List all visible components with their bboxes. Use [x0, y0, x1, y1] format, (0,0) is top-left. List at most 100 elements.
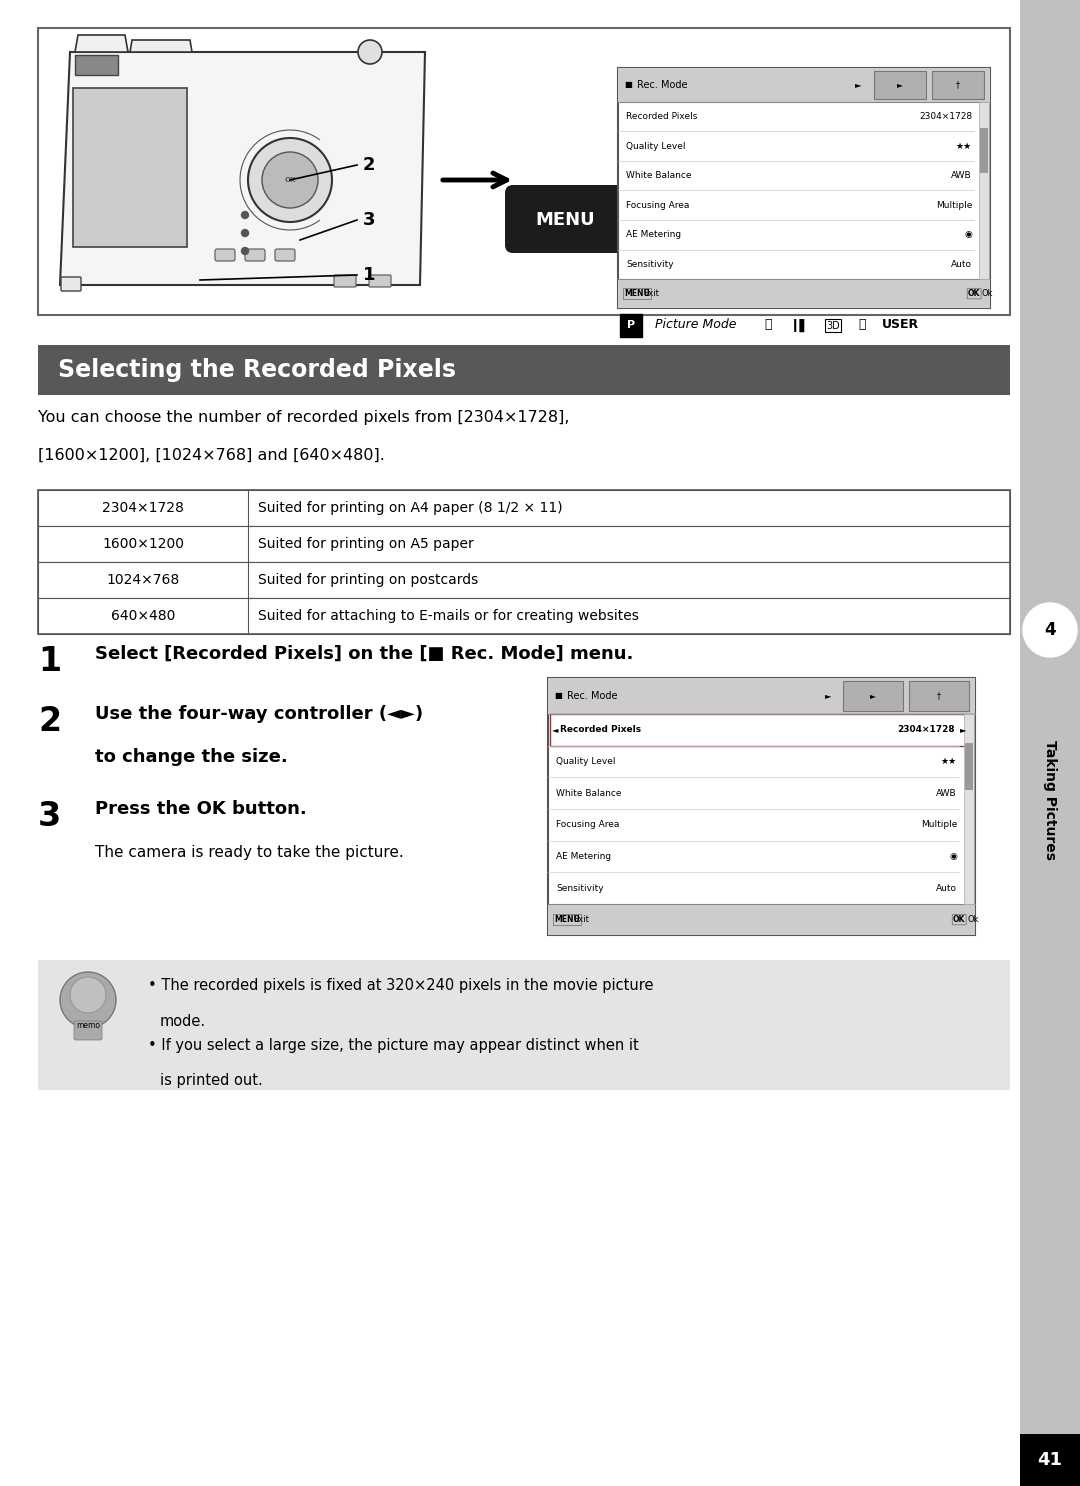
- Text: 1024×768: 1024×768: [106, 574, 179, 587]
- FancyBboxPatch shape: [215, 250, 235, 262]
- Text: ★★: ★★: [941, 756, 957, 765]
- Text: 640×480: 640×480: [111, 609, 175, 623]
- FancyBboxPatch shape: [275, 250, 295, 262]
- Text: Suited for printing on A5 paper: Suited for printing on A5 paper: [258, 536, 474, 551]
- Text: Quality Level: Quality Level: [556, 756, 616, 765]
- Text: 1: 1: [38, 645, 62, 678]
- Text: MENU: MENU: [536, 211, 595, 229]
- Text: Rec. Mode: Rec. Mode: [637, 80, 688, 89]
- Text: OK: OK: [284, 177, 296, 183]
- Text: to change the size.: to change the size.: [95, 747, 287, 765]
- Text: The camera is ready to take the picture.: The camera is ready to take the picture.: [95, 846, 404, 860]
- FancyBboxPatch shape: [334, 275, 356, 287]
- Text: Press the OK button.: Press the OK button.: [95, 799, 307, 817]
- Polygon shape: [75, 36, 129, 52]
- Text: memo: memo: [76, 1021, 100, 1030]
- Text: 2304×1728: 2304×1728: [897, 725, 955, 734]
- FancyBboxPatch shape: [505, 184, 625, 253]
- Bar: [618, 68, 990, 101]
- Circle shape: [248, 138, 332, 221]
- FancyBboxPatch shape: [369, 275, 391, 287]
- Text: AWB: AWB: [951, 171, 972, 180]
- Text: ►: ►: [870, 691, 876, 700]
- Text: OK: OK: [968, 290, 981, 299]
- Bar: [909, 681, 969, 710]
- Bar: [1020, 0, 1080, 1486]
- Text: Suited for attaching to E-mails or for creating websites: Suited for attaching to E-mails or for c…: [258, 609, 639, 623]
- Text: Recorded Pixels: Recorded Pixels: [561, 725, 642, 734]
- Text: Suited for printing on postcards: Suited for printing on postcards: [258, 574, 478, 587]
- Text: 3: 3: [363, 211, 376, 229]
- FancyBboxPatch shape: [75, 1021, 102, 1040]
- Text: Ok: Ok: [982, 290, 994, 299]
- Bar: [980, 128, 988, 172]
- Bar: [548, 678, 975, 713]
- Text: AWB: AWB: [936, 789, 957, 798]
- Bar: [1020, 1434, 1080, 1486]
- Text: 41: 41: [1038, 1450, 1063, 1470]
- Text: ■: ■: [624, 80, 632, 89]
- FancyBboxPatch shape: [73, 88, 187, 247]
- Text: Auto: Auto: [936, 884, 957, 893]
- Text: Suited for printing on A4 paper (8 1/2 × 11): Suited for printing on A4 paper (8 1/2 ×…: [258, 501, 563, 516]
- Text: Focusing Area: Focusing Area: [626, 201, 689, 210]
- Circle shape: [242, 248, 248, 254]
- Circle shape: [242, 229, 248, 236]
- Text: 4: 4: [1044, 621, 1056, 639]
- FancyBboxPatch shape: [60, 276, 81, 291]
- Text: USER: USER: [882, 318, 919, 331]
- Text: P: P: [626, 319, 635, 330]
- Text: White Balance: White Balance: [556, 789, 621, 798]
- Bar: [38, 526, 1010, 562]
- Text: ►: ►: [960, 725, 967, 734]
- Bar: [38, 28, 1010, 315]
- Text: Exit: Exit: [573, 915, 589, 924]
- Text: AE Metering: AE Metering: [556, 851, 611, 860]
- Text: is printed out.: is printed out.: [160, 1073, 262, 1088]
- Bar: [620, 314, 642, 337]
- Text: 2: 2: [38, 704, 62, 739]
- Bar: [38, 562, 1010, 597]
- Text: 2304×1728: 2304×1728: [919, 111, 972, 120]
- Circle shape: [242, 211, 248, 218]
- Text: 2: 2: [363, 156, 376, 174]
- Bar: [843, 681, 903, 710]
- Text: 1600×1200: 1600×1200: [102, 536, 184, 551]
- Bar: [618, 68, 990, 308]
- Text: MENU: MENU: [554, 915, 580, 924]
- Text: MENU: MENU: [624, 290, 650, 299]
- Text: ►: ►: [825, 691, 832, 700]
- Text: ★★: ★★: [956, 141, 972, 150]
- Text: • If you select a large size, the picture may appear distinct when it: • If you select a large size, the pictur…: [148, 1039, 638, 1054]
- Text: 2304×1728: 2304×1728: [103, 501, 184, 516]
- Text: Multiple: Multiple: [920, 820, 957, 829]
- Text: Ok: Ok: [967, 915, 978, 924]
- Text: [1600×1200], [1024×768] and [640×480].: [1600×1200], [1024×768] and [640×480].: [38, 447, 384, 464]
- Bar: [874, 71, 926, 98]
- Text: Sensitivity: Sensitivity: [626, 260, 674, 269]
- Bar: [38, 960, 1010, 1091]
- Circle shape: [262, 152, 318, 208]
- Text: ►: ►: [897, 80, 903, 89]
- Text: Taking Pictures: Taking Pictures: [1043, 740, 1057, 860]
- Text: Recorded Pixels: Recorded Pixels: [626, 111, 698, 120]
- Circle shape: [60, 972, 116, 1028]
- Circle shape: [357, 40, 382, 64]
- Text: †: †: [956, 80, 960, 89]
- Bar: [978, 101, 989, 279]
- Bar: [548, 678, 975, 935]
- Text: ◉: ◉: [964, 230, 972, 239]
- Text: Ⓐ: Ⓐ: [765, 318, 772, 331]
- Text: Selecting the Recorded Pixels: Selecting the Recorded Pixels: [58, 358, 456, 382]
- Bar: [550, 713, 973, 746]
- Text: †: †: [937, 691, 941, 700]
- Polygon shape: [60, 52, 426, 285]
- Bar: [618, 279, 990, 308]
- Polygon shape: [130, 40, 192, 52]
- Text: Use the four-way controller (◄►): Use the four-way controller (◄►): [95, 704, 423, 724]
- Text: ►: ►: [855, 80, 862, 89]
- Text: Multiple: Multiple: [935, 201, 972, 210]
- Text: Picture Mode: Picture Mode: [654, 318, 737, 331]
- Bar: [38, 345, 1010, 395]
- Bar: [38, 490, 1010, 635]
